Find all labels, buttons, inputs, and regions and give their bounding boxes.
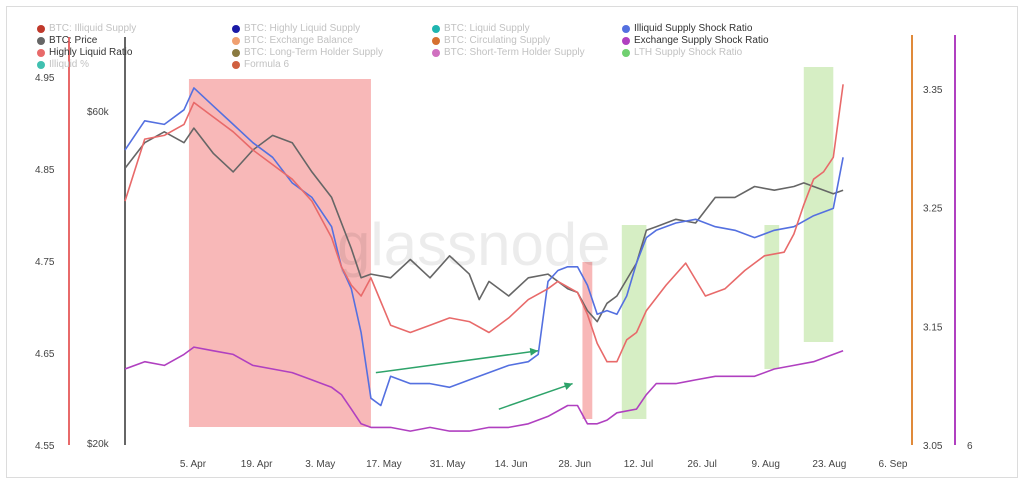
legend-item[interactable]: BTC: Circulating Supply: [432, 35, 550, 46]
legend-item[interactable]: BTC: Highly Liquid Supply: [232, 23, 360, 34]
legend-label: BTC: Liquid Supply: [444, 23, 530, 34]
legend-dot-icon: [622, 36, 630, 45]
legend-dot-icon: [232, 36, 240, 45]
legend-label: BTC: Long-Term Holder Supply: [244, 47, 383, 58]
legend-dot-icon: [622, 48, 630, 57]
series-line: [124, 127, 844, 323]
shaded-region: [803, 67, 834, 342]
price-tick: $60k: [87, 107, 110, 118]
x-tick: 28. Jun: [558, 459, 591, 470]
legend-dot-icon: [622, 24, 630, 33]
series-line: [124, 346, 844, 432]
arrow-head-icon: [563, 382, 573, 390]
shaded-region: [188, 79, 371, 427]
legend-dot-icon: [37, 24, 45, 33]
right-small-tick: 6: [967, 441, 973, 452]
legend-dot-icon: [37, 36, 45, 45]
chart-frame: glassnode 4.95 4.85 4.75 4.65 4.55 $60k $20k 3.…: [6, 6, 1018, 478]
legend-label: Highly Liquid Ratio: [49, 47, 133, 58]
left-ratio-tick: 4.85: [35, 165, 55, 176]
legend-item[interactable]: BTC: Short-Term Holder Supply: [432, 47, 585, 58]
arrow-head-icon: [529, 347, 539, 356]
x-tick: 26. Jul: [687, 459, 716, 470]
annotation-arrow: [498, 382, 573, 410]
series-line: [124, 87, 844, 407]
legend-label: BTC: Circulating Supply: [444, 35, 551, 46]
legend-item[interactable]: BTC: Price: [37, 35, 97, 46]
left-ratio-tick: 4.65: [35, 349, 55, 360]
legend-dot-icon: [37, 48, 45, 57]
series-line: [124, 84, 844, 363]
x-tick: 5. Apr: [180, 459, 207, 470]
legend-item[interactable]: LTH Supply Shock Ratio: [622, 47, 742, 58]
legend-dot-icon: [432, 48, 440, 57]
legend-dot-icon: [232, 48, 240, 57]
right-ratio-tick: 3.35: [923, 85, 943, 96]
right-ratio-tick: 3.25: [923, 204, 943, 215]
x-tick: 31. May: [430, 459, 466, 470]
legend-item[interactable]: BTC: Exchange Balance: [232, 35, 353, 46]
x-tick: 19. Apr: [241, 459, 273, 470]
annotation-arrow: [375, 350, 539, 374]
shaded-region: [621, 225, 647, 419]
legend-item[interactable]: Highly Liquid Ratio: [37, 47, 132, 58]
legend-label: BTC: Exchange Balance: [244, 35, 353, 46]
left-ratio-tick: 4.95: [35, 73, 55, 84]
x-tick: 12. Jul: [624, 459, 653, 470]
x-tick: 9. Aug: [752, 459, 780, 470]
legend-dot-icon: [432, 36, 440, 45]
legend-label: BTC: Short-Term Holder Supply: [444, 47, 585, 58]
left-ratio-tick: 4.75: [35, 257, 55, 268]
legend-item[interactable]: BTC: Liquid Supply: [432, 23, 530, 34]
legend-label: Exchange Supply Shock Ratio: [634, 35, 769, 46]
watermark: glassnode: [337, 211, 611, 278]
legend: BTC: Illiquid Supply BTC: Highly Liquid S…: [37, 23, 837, 70]
shaded-region: [764, 225, 780, 369]
legend-label: BTC: Highly Liquid Supply: [244, 23, 361, 34]
legend-item[interactable]: BTC: Long-Term Holder Supply: [232, 47, 383, 58]
line-chart: glassnode 4.95 4.85 4.75 4.65 4.55 $60k $20k 3.…: [35, 35, 973, 470]
right-ratio-tick: 3.05: [923, 441, 943, 452]
legend-dot-icon: [432, 24, 440, 33]
legend-item[interactable]: Illiquid Supply Shock Ratio: [622, 23, 752, 34]
x-tick: 23. Aug: [812, 459, 846, 470]
legend-item[interactable]: Illiquid %: [37, 59, 89, 70]
legend-dot-icon: [232, 60, 240, 69]
x-tick: 14. Jun: [495, 459, 528, 470]
legend-label: Formula 6: [244, 59, 290, 70]
left-ratio-tick: 4.55: [35, 441, 55, 452]
shaded-region: [582, 262, 593, 419]
x-tick: 17. May: [366, 459, 402, 470]
legend-label: LTH Supply Shock Ratio: [634, 47, 743, 58]
legend-item[interactable]: BTC: Illiquid Supply: [37, 23, 136, 34]
legend-label: BTC: Price: [49, 35, 98, 46]
price-tick: $20k: [87, 439, 110, 450]
x-tick: 6. Sep: [879, 459, 908, 470]
legend-label: BTC: Illiquid Supply: [49, 23, 137, 34]
legend-item[interactable]: Formula 6: [232, 59, 289, 70]
right-ratio-tick: 3.15: [923, 322, 943, 333]
legend-dot-icon: [232, 24, 240, 33]
legend-dot-icon: [37, 60, 45, 69]
legend-label: Illiquid Supply Shock Ratio: [634, 23, 753, 34]
legend-label: Illiquid %: [49, 59, 90, 70]
x-tick: 3. May: [305, 459, 335, 470]
legend-item[interactable]: Exchange Supply Shock Ratio: [622, 35, 769, 46]
